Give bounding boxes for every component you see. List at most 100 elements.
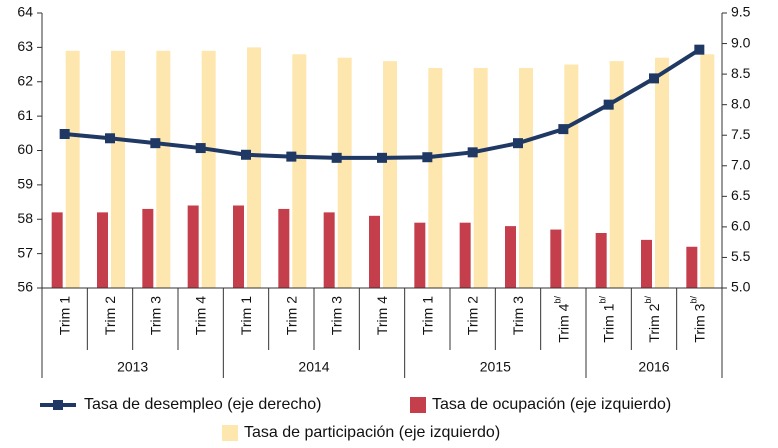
y2-tick-label: 8.0 xyxy=(731,95,751,111)
marker xyxy=(467,147,478,158)
group-label: 2013 xyxy=(117,359,148,375)
x-tick-label: Trim 3 xyxy=(147,296,163,335)
y2-tick-label: 6.0 xyxy=(731,218,751,234)
x-tick-label: Trim 4 xyxy=(374,296,390,335)
marker xyxy=(195,143,206,154)
marker xyxy=(105,133,115,144)
x-tick-text: Trim 1 xyxy=(56,296,72,335)
marker xyxy=(331,152,342,163)
bar xyxy=(142,208,154,288)
bar xyxy=(414,222,426,288)
x-tick-label: Trim 2 xyxy=(283,296,299,335)
bar xyxy=(323,212,335,288)
y-tick-label: 63 xyxy=(17,38,33,54)
y2-tick-label: 7.0 xyxy=(731,156,751,172)
bar xyxy=(201,50,216,288)
x-tick-text: Trim 3 xyxy=(328,296,344,335)
bar xyxy=(233,205,244,288)
x-tick-text: Trim 3 xyxy=(510,296,526,335)
bar xyxy=(609,61,624,288)
y2-tick-label: 8.5 xyxy=(731,65,751,81)
marker xyxy=(513,138,523,149)
group-label: 2016 xyxy=(638,359,669,375)
x-tick-label: Trim 3 xyxy=(510,296,526,335)
bar xyxy=(564,64,579,288)
marker xyxy=(286,151,297,162)
marker xyxy=(558,124,569,135)
y-tick-label: 57 xyxy=(17,244,33,260)
x-tick-text: Trim 1 xyxy=(600,303,616,342)
legend-swatch xyxy=(410,397,426,413)
y-tick-label: 61 xyxy=(17,107,33,123)
group-label: 2014 xyxy=(298,359,329,375)
x-tick-label: Trim 3b/ xyxy=(689,296,707,343)
bar xyxy=(473,68,488,288)
marker xyxy=(649,73,659,84)
y2-tick-label: 5.5 xyxy=(731,248,751,264)
bar xyxy=(369,215,380,288)
bar xyxy=(292,54,307,288)
bar xyxy=(111,50,125,288)
y-tick-label: 58 xyxy=(17,210,33,226)
bar xyxy=(187,205,199,288)
marker xyxy=(694,44,705,55)
x-tick-text: Trim 2 xyxy=(464,296,480,335)
bar xyxy=(641,239,652,288)
x-tick-text: Trim 1 xyxy=(419,296,435,335)
bar xyxy=(51,212,63,288)
x-tick-note: b/ xyxy=(643,296,653,304)
x-tick-label: Trim 1b/ xyxy=(598,296,616,343)
x-tick-text: Trim 4 xyxy=(192,296,208,335)
y-tick-label: 60 xyxy=(17,141,33,157)
x-tick-label: Trim 4 xyxy=(192,296,208,335)
bar xyxy=(247,47,261,288)
y2-tick-label: 9.5 xyxy=(731,4,751,20)
y-tick-label: 64 xyxy=(17,4,33,20)
bar xyxy=(595,233,607,288)
marker xyxy=(377,152,387,163)
legend-label: Tasa de desempleo (eje derecho) xyxy=(84,396,321,413)
marker xyxy=(150,138,161,149)
bar xyxy=(700,54,715,288)
bar xyxy=(428,68,443,288)
legend-marker xyxy=(53,400,63,410)
legend-swatch xyxy=(222,425,238,441)
x-tick-note: b/ xyxy=(553,296,563,304)
x-tick-text: Trim 3 xyxy=(147,296,163,335)
x-tick-text: Trim 4 xyxy=(374,296,390,335)
y2-tick-label: 9.0 xyxy=(731,34,751,50)
bar xyxy=(156,50,171,288)
x-tick-note: b/ xyxy=(598,296,608,304)
x-tick-text: Trim 2 xyxy=(646,303,662,342)
x-tick-label: Trim 2b/ xyxy=(643,296,661,343)
x-tick-note: b/ xyxy=(689,296,699,304)
bar xyxy=(459,222,471,288)
bar xyxy=(383,61,397,288)
bar xyxy=(65,50,80,288)
legend-label: Tasa de ocupación (eje izquierdo) xyxy=(432,396,671,413)
bar xyxy=(655,57,669,288)
x-tick-label: Trim 1 xyxy=(238,296,254,335)
x-tick-text: Trim 2 xyxy=(283,296,299,335)
bar xyxy=(97,212,108,288)
y-tick-label: 56 xyxy=(17,279,33,295)
x-tick-text: Trim 3 xyxy=(691,303,707,342)
x-tick-label: Trim 4b/ xyxy=(553,296,571,343)
marker xyxy=(241,149,251,160)
x-tick-text: Trim 4 xyxy=(555,303,571,342)
y-tick-label: 62 xyxy=(17,72,33,88)
y2-tick-label: 5.0 xyxy=(731,279,751,295)
bar xyxy=(337,57,352,288)
x-tick-label: Trim 1 xyxy=(56,296,72,335)
bar xyxy=(519,68,533,288)
x-tick-label: Trim 3 xyxy=(328,296,344,335)
x-tick-label: Trim 1 xyxy=(419,296,435,335)
bar xyxy=(505,226,516,288)
bar xyxy=(686,246,698,288)
legend-label: Tasa de participación (eje izquierdo) xyxy=(244,424,500,441)
group-label: 2015 xyxy=(480,359,511,375)
x-tick-text: Trim 2 xyxy=(102,296,118,335)
marker xyxy=(422,152,433,163)
x-tick-label: Trim 2 xyxy=(102,296,118,335)
